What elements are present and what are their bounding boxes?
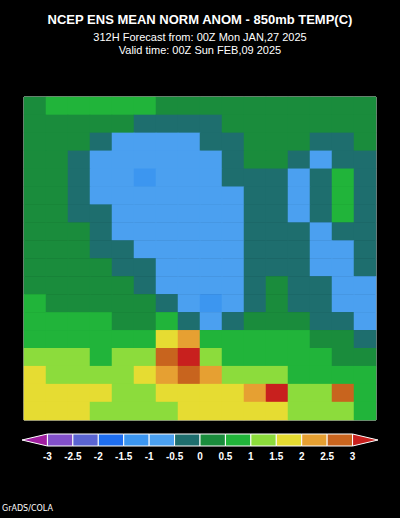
svg-text:-3: -3 xyxy=(43,451,52,462)
svg-text:2: 2 xyxy=(299,451,305,462)
svg-text:-1: -1 xyxy=(145,451,154,462)
svg-text:-0.5: -0.5 xyxy=(166,451,184,462)
svg-text:0: 0 xyxy=(197,451,203,462)
svg-text:0.5: 0.5 xyxy=(218,451,232,462)
svg-text:-2: -2 xyxy=(94,451,103,462)
svg-text:1: 1 xyxy=(248,451,254,462)
svg-text:3: 3 xyxy=(350,451,356,462)
svg-text:-2.5: -2.5 xyxy=(64,451,82,462)
svg-text:312H Forecast from: 00Z Mon JA: 312H Forecast from: 00Z Mon JAN,27 2025 xyxy=(93,31,306,43)
svg-text:GrADS/COLA: GrADS/COLA xyxy=(2,504,53,513)
svg-text:Valid time: 00Z Sun FEB,09 202: Valid time: 00Z Sun FEB,09 2025 xyxy=(119,44,281,56)
svg-text:NCEP ENS MEAN NORM ANOM - 850m: NCEP ENS MEAN NORM ANOM - 850mb TEMP(C) xyxy=(48,12,353,27)
svg-text:-1.5: -1.5 xyxy=(115,451,133,462)
svg-text:1.5: 1.5 xyxy=(269,451,283,462)
svg-text:2.5: 2.5 xyxy=(320,451,334,462)
